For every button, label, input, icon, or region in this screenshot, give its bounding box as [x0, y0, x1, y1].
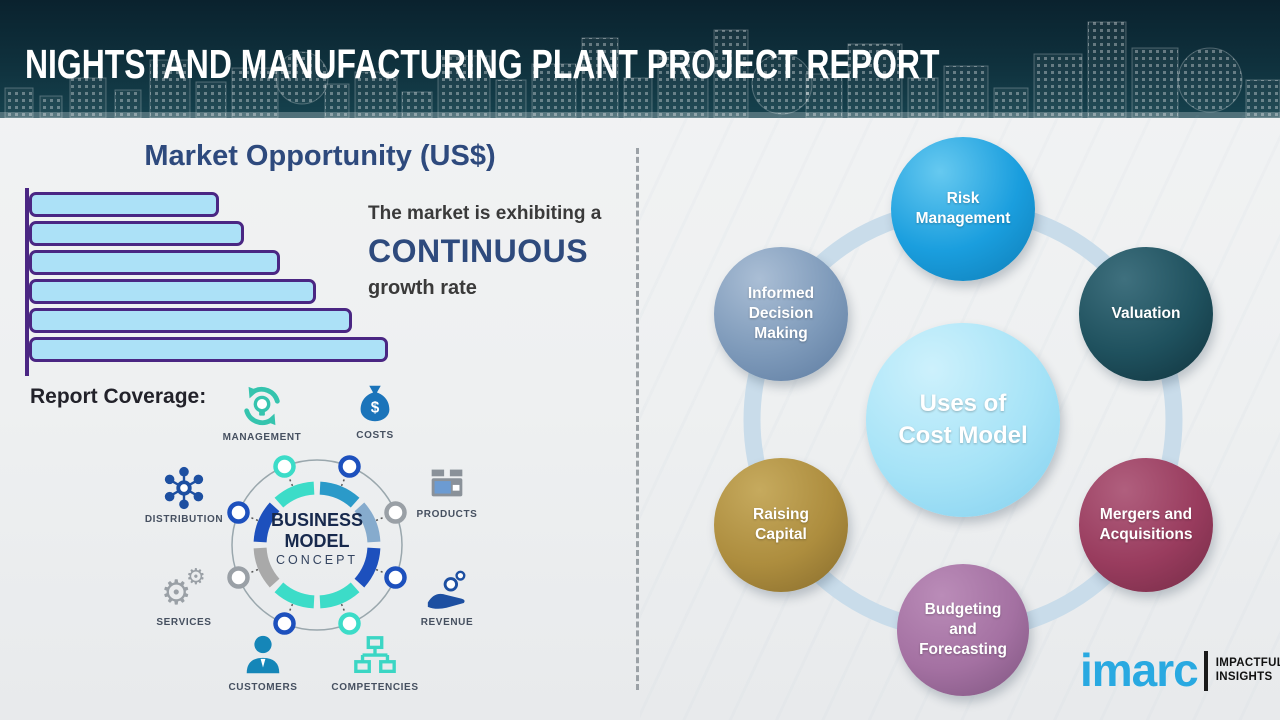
imarc-wordmark: imarc: [1080, 644, 1199, 696]
coverage-item-customers: CUSTOMERS: [208, 633, 318, 693]
coverage-item-label: SERVICES: [156, 617, 212, 628]
coverage-item-label: PRODUCTS: [416, 509, 478, 520]
gears-icon: ⚙ ⚙: [161, 564, 206, 612]
growth-text-highlight: CONTINUOUS: [368, 233, 589, 269]
management-cycle-bulb-icon: [207, 383, 317, 429]
imarc-logo: imarc IMPACTFUL INSIGHTS: [1080, 644, 1280, 696]
bar: [29, 192, 220, 217]
bar: [29, 250, 281, 275]
node-informed-decision-making: Informed Decision Making: [714, 247, 848, 381]
node-label: Budgeting and Forecasting: [919, 600, 1007, 659]
node-center-uses-of-cost-model: Uses of Cost Model: [866, 323, 1060, 517]
bar: [29, 337, 388, 362]
page-title: NIGHTSTAND MANUFACTURING PLANT PROJECT R…: [25, 42, 940, 88]
node-label: Raising Capital: [753, 505, 809, 543]
report-coverage-label: Report Coverage:: [30, 385, 207, 408]
bar-chart-bars: [29, 192, 388, 366]
coverage-item-label: COMPETENCIES: [331, 682, 419, 693]
coverage-item-label: REVENUE: [420, 617, 474, 628]
node-label: Informed Decision Making: [747, 284, 815, 343]
logo-separator: [1203, 650, 1208, 691]
business-model-title: BUSINESS MODEL: [270, 510, 364, 551]
logo-tagline: IMPACTFUL INSIGHTS: [1215, 656, 1280, 683]
node-budgeting-forecasting: Budgeting and Forecasting: [897, 564, 1029, 696]
coverage-item-services: ⚙ ⚙ SERVICES: [129, 564, 239, 629]
bar: [29, 221, 245, 246]
coverage-item-label: CUSTOMERS: [228, 682, 298, 693]
coverage-item-label: COSTS: [356, 430, 394, 441]
city-skyline: [0, 21, 1280, 118]
header-banner: NIGHTSTAND MANUFACTURING PLANT PROJECT R…: [0, 0, 1280, 118]
node-risk-management: Risk Management: [891, 137, 1035, 281]
bar: [29, 308, 353, 333]
node-raising-capital: Raising Capital: [714, 458, 848, 592]
market-opportunity-section: Market Opportunity (US$) The market is e…: [0, 118, 637, 720]
node-valuation: Valuation: [1079, 247, 1213, 381]
growth-annotation: The market is exhibiting a CONTINUOUS gr…: [368, 203, 633, 300]
coverage-item-products: PRODUCTS: [392, 460, 502, 520]
divider-dashed: [636, 148, 639, 690]
node-label: Valuation: [1111, 304, 1181, 322]
hand-coins-icon: [392, 568, 502, 614]
growth-text-line2: growth rate: [368, 277, 477, 299]
coverage-item-management: MANAGEMENT: [207, 383, 317, 443]
coverage-item-label: DISTRIBUTION: [144, 514, 224, 525]
network-hub-icon: [129, 465, 239, 511]
svg-text:$: $: [371, 400, 380, 417]
business-model-center-label: BUSINESS MODEL CONCEPT: [242, 510, 392, 567]
business-model-subtitle: CONCEPT: [275, 553, 359, 568]
coverage-item-costs: $ COSTS: [320, 381, 430, 441]
coverage-item-competencies: COMPETENCIES: [320, 633, 430, 693]
coverage-item-distribution: DISTRIBUTION: [129, 465, 239, 525]
org-chart-icon: [320, 633, 430, 679]
center-node-label: Uses of Cost Model: [898, 389, 1028, 449]
money-bag-icon: $: [320, 381, 430, 427]
bar: [29, 279, 317, 304]
coverage-item-label: MANAGEMENT: [222, 432, 302, 443]
business-model-ring: [227, 455, 407, 635]
node-mergers-acquisitions: Mergers and Acquisitions: [1079, 458, 1213, 592]
chart-title: Market Opportunity (US$): [144, 140, 496, 172]
person-icon: [208, 633, 318, 679]
coverage-item-revenue: REVENUE: [392, 568, 502, 628]
node-label: Risk Management: [915, 189, 1011, 227]
uses-of-cost-model-section: Risk Management Informed Decision Making Va…: [640, 115, 1280, 720]
open-box-icon: [392, 460, 502, 506]
node-label: Mergers and Acquisitions: [1099, 505, 1193, 543]
growth-text-line1: The market is exhibiting a: [368, 203, 602, 224]
bar-chart-axis: [25, 188, 29, 376]
